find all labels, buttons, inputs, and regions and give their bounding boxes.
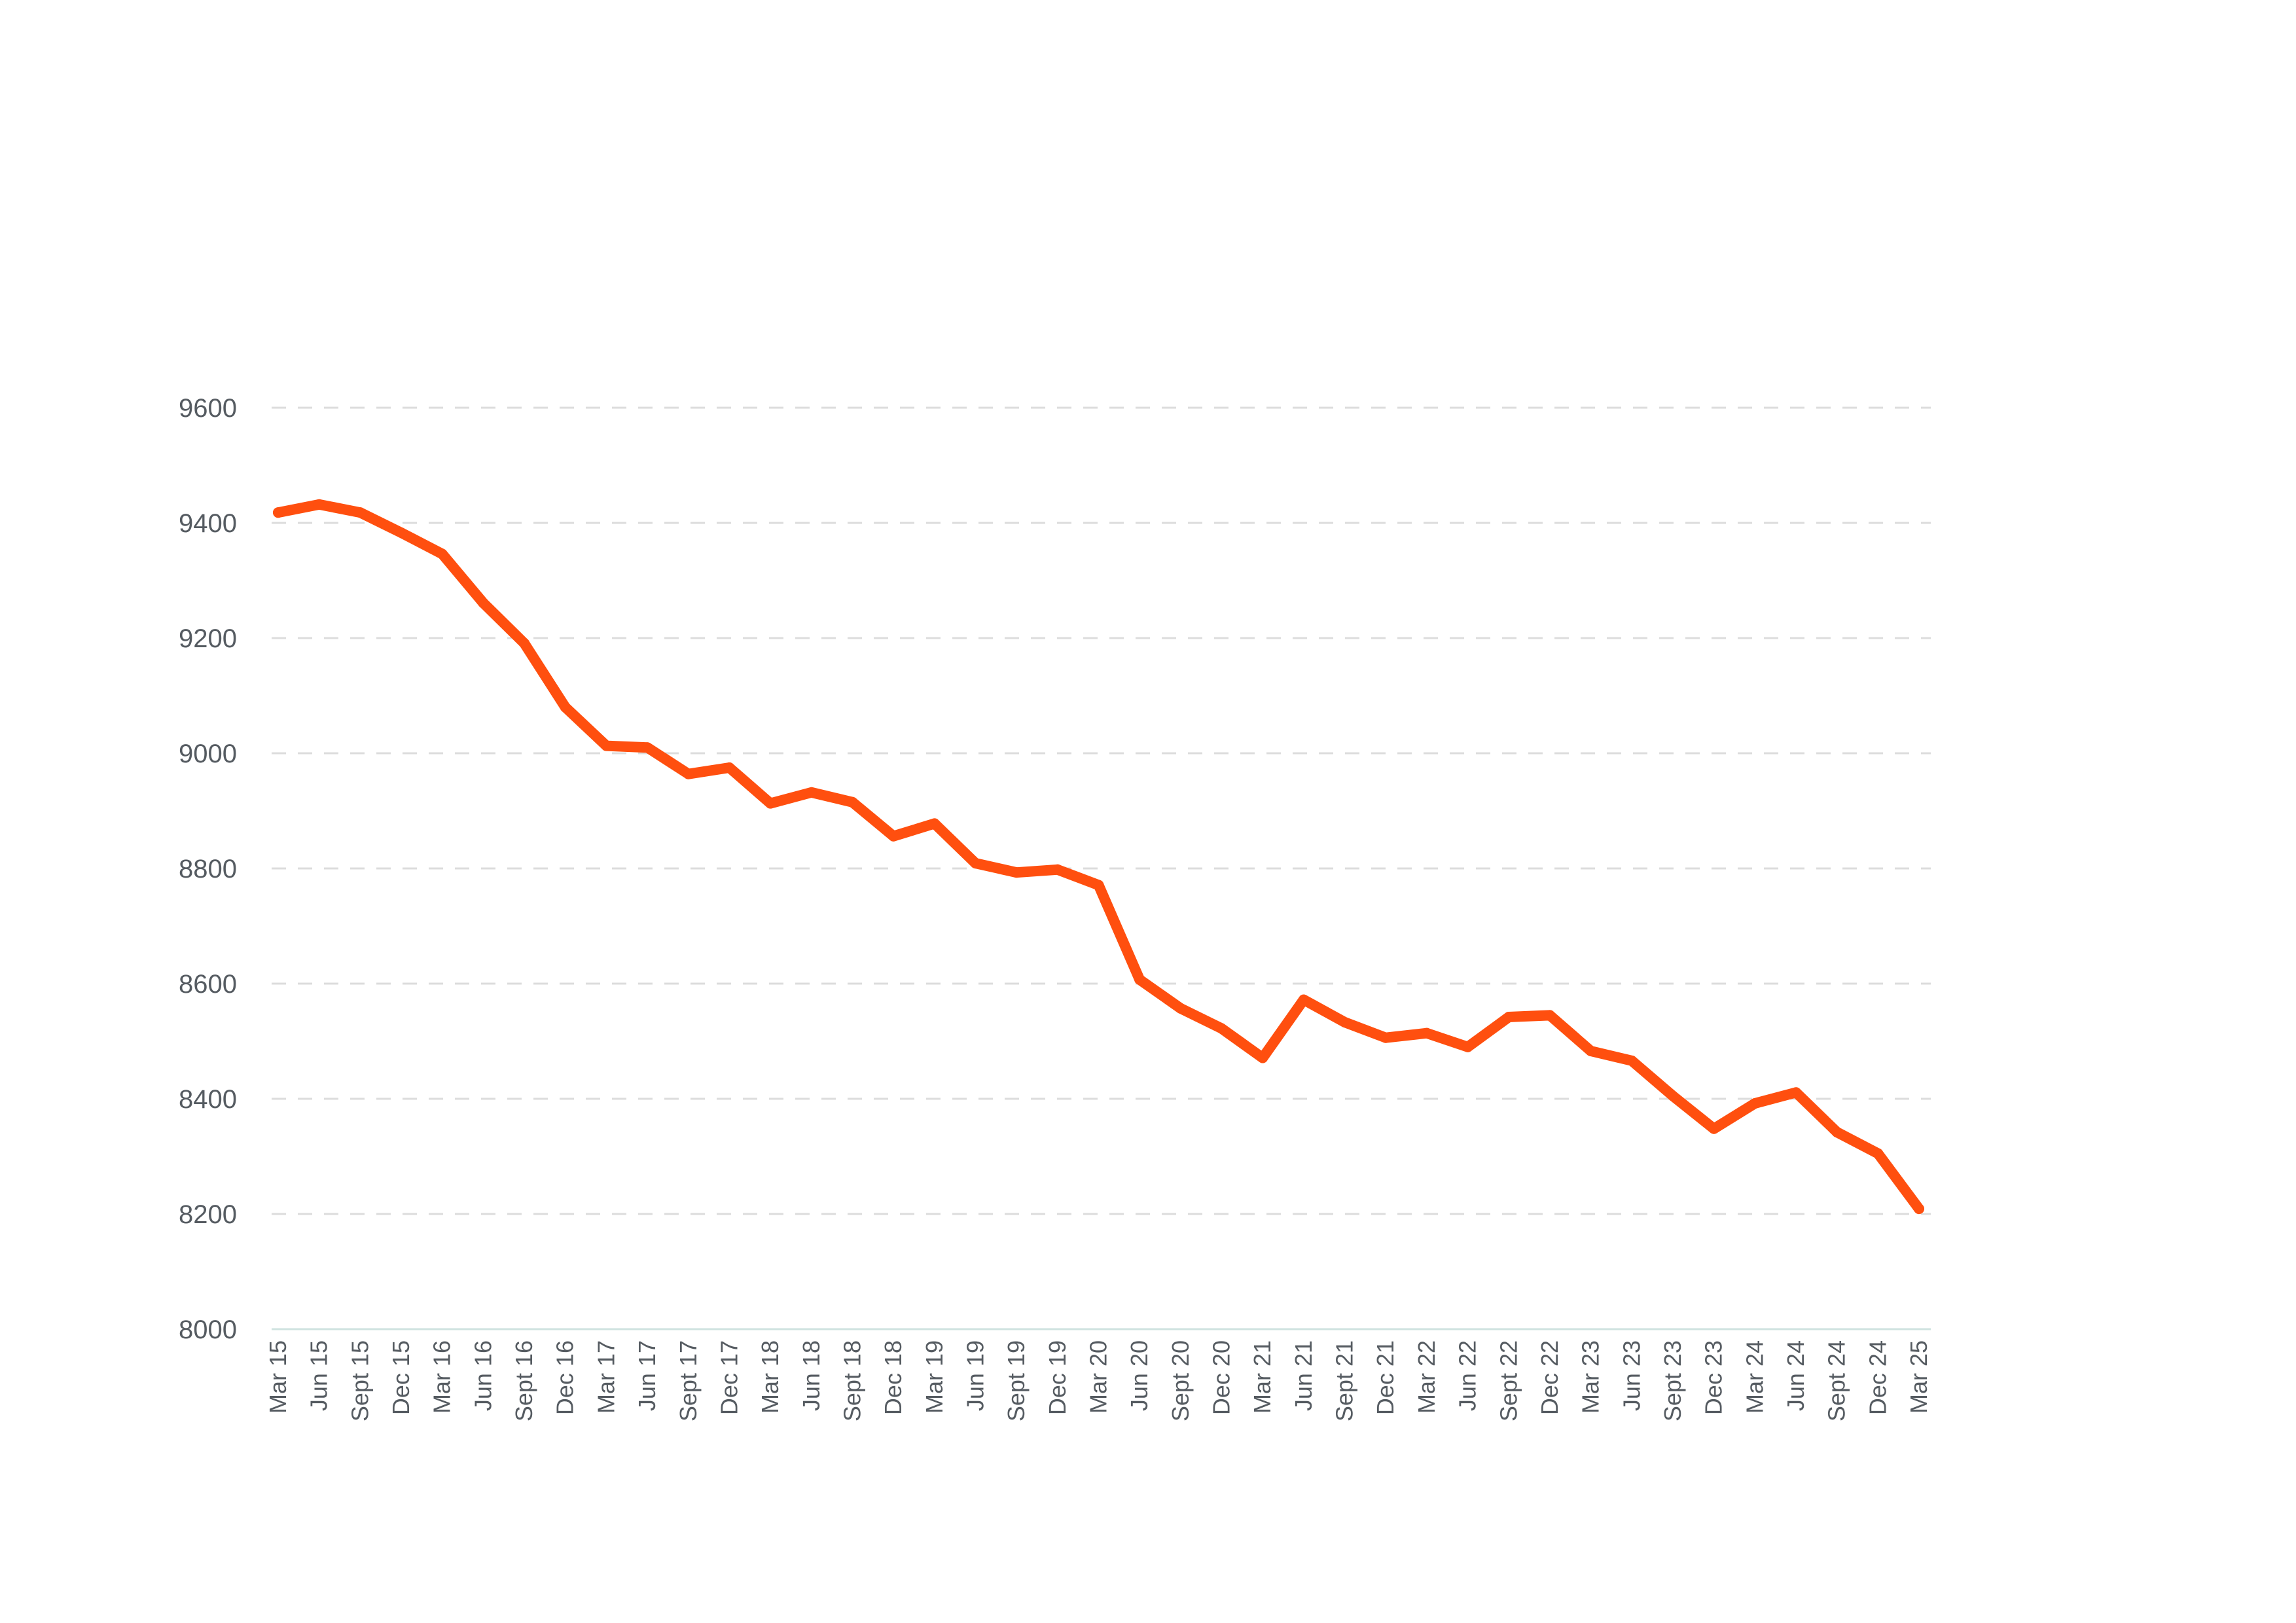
data-point: [1462, 1041, 1473, 1052]
data-point: [1216, 1023, 1227, 1034]
data-point: [1052, 864, 1063, 875]
x-tick-label: Dec 18: [880, 1340, 906, 1415]
x-tick-label: Dec 16: [552, 1340, 579, 1415]
x-tick-label: Sept 24: [1823, 1340, 1850, 1421]
data-point: [1093, 880, 1104, 891]
x-tick-label: Sept 20: [1167, 1340, 1194, 1421]
x-tick-label: Jun 18: [798, 1340, 825, 1411]
data-point: [929, 818, 940, 829]
gridlines: [272, 406, 1931, 1330]
data-point: [1175, 1003, 1186, 1014]
data-point: [519, 637, 530, 649]
data-point: [724, 762, 735, 773]
x-tick-label: Dec 21: [1372, 1340, 1399, 1415]
x-tick-label: Jun 22: [1454, 1340, 1481, 1411]
data-point: [601, 740, 612, 751]
data-point: [847, 796, 858, 808]
data-point: [478, 597, 489, 609]
series-line: [273, 499, 1924, 1215]
data-point: [396, 527, 407, 538]
x-tick-label: Dec 17: [715, 1340, 742, 1415]
y-tick-label: 8600: [179, 970, 237, 999]
x-tick-label: Mar 23: [1577, 1340, 1604, 1414]
data-point: [1626, 1055, 1638, 1066]
data-point: [1011, 867, 1022, 878]
x-tick-label: Dec 23: [1700, 1340, 1727, 1415]
x-tick-label: Jun 24: [1782, 1340, 1809, 1411]
x-tick-label: Sept 18: [838, 1340, 865, 1421]
x-tick-label: Jun 21: [1290, 1340, 1317, 1411]
x-tick-label: Jun 19: [961, 1340, 988, 1411]
data-point: [970, 858, 981, 869]
data-point: [1298, 994, 1309, 1005]
x-tick-label: Dec 24: [1864, 1340, 1891, 1415]
y-tick-label: 8400: [179, 1085, 237, 1114]
x-tick-label: Dec 15: [387, 1340, 414, 1415]
x-tick-label: Dec 20: [1208, 1340, 1235, 1415]
x-tick-label: Sept 21: [1331, 1340, 1358, 1421]
data-point: [1914, 1204, 1924, 1215]
x-tick-label: Mar 22: [1413, 1340, 1440, 1414]
data-point: [1749, 1098, 1761, 1109]
data-point: [888, 830, 899, 842]
x-tick-label: Mar 20: [1085, 1340, 1112, 1414]
data-point: [683, 768, 694, 779]
data-point: [1873, 1148, 1884, 1159]
data-point: [642, 742, 653, 753]
x-tick-label: Mar 16: [429, 1340, 456, 1414]
data-point: [1667, 1090, 1678, 1101]
y-tick-label: 9400: [179, 509, 237, 538]
x-tick-label: Jun 20: [1126, 1340, 1153, 1411]
data-point: [765, 798, 776, 809]
x-tick-label: Jun 17: [634, 1340, 660, 1411]
x-tick-label: Mar 21: [1249, 1340, 1276, 1414]
data-point: [1257, 1052, 1268, 1063]
x-tick-label: Mar 24: [1741, 1340, 1768, 1414]
y-tick-label: 9600: [179, 394, 237, 423]
data-point: [1831, 1127, 1842, 1138]
x-tick-label: Mar 15: [264, 1340, 291, 1414]
y-tick-label: 9000: [179, 740, 237, 768]
data-point: [1708, 1123, 1719, 1134]
y-tick-label: 8000: [179, 1315, 237, 1344]
x-tick-label: Sept 19: [1003, 1340, 1030, 1421]
data-point: [1421, 1027, 1432, 1039]
data-point: [1585, 1045, 1596, 1056]
data-point: [806, 787, 817, 798]
x-tick-label: Sept 23: [1659, 1340, 1686, 1421]
data-point: [1503, 1012, 1515, 1023]
x-axis-ticks: Mar 15 Jun 15 Sept 15 Dec 15 Mar 16 Jun 16 Sep…: [264, 1340, 1932, 1421]
x-tick-label: Sept 17: [675, 1340, 702, 1421]
data-point: [437, 548, 448, 560]
x-tick-label: Mar 18: [757, 1340, 783, 1414]
x-tick-label: Dec 19: [1044, 1340, 1071, 1415]
data-point: [560, 702, 571, 713]
x-tick-label: Jun 15: [306, 1340, 332, 1411]
x-tick-label: Jun 23: [1618, 1340, 1645, 1411]
x-tick-label: Mar 19: [921, 1340, 948, 1414]
x-tick-label: Sept 16: [511, 1340, 537, 1421]
y-tick-label: 8200: [179, 1200, 237, 1229]
x-tick-label: Mar 17: [592, 1340, 619, 1414]
data-point: [273, 507, 283, 518]
x-tick-label: Mar 25: [1905, 1340, 1932, 1414]
data-point: [355, 507, 366, 518]
data-point: [1790, 1087, 1801, 1098]
data-point: [1339, 1016, 1350, 1027]
y-axis-ticks: 8000 8200 8400 8600 8800 9000 9200 9400 9600: [179, 394, 237, 1344]
x-tick-label: Jun 16: [469, 1340, 496, 1411]
data-point: [1544, 1010, 1555, 1021]
data-point: [1134, 974, 1145, 985]
y-tick-label: 9200: [179, 624, 237, 653]
data-point: [1380, 1032, 1391, 1043]
x-tick-label: Dec 22: [1536, 1340, 1563, 1415]
x-tick-label: Sept 22: [1495, 1340, 1522, 1421]
series-layer: [273, 499, 1924, 1215]
x-tick-label: Sept 15: [346, 1340, 373, 1421]
y-tick-label: 8800: [179, 855, 237, 883]
data-point: [314, 499, 325, 510]
